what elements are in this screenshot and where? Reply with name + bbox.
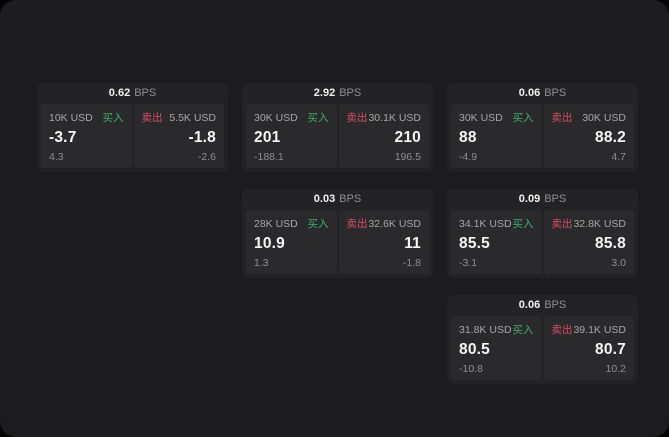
buy-price: 10.9 — [254, 235, 285, 253]
sell-badge: 卖出 — [346, 112, 368, 124]
bps-header: 2.92 BPS — [242, 83, 433, 104]
cards-grid: 0.62 BPS 10K USD 买入 -3.7 4.3 卖出 5.5K USD — [37, 83, 638, 384]
sell-panel[interactable]: 卖出 30K USD 88.2 4.7 — [543, 104, 634, 168]
buy-change: 1.3 — [254, 256, 269, 269]
buy-size-label: 31.8K USD — [459, 323, 512, 336]
sell-change: -1.8 — [402, 256, 421, 269]
sell-price: 88.2 — [595, 129, 626, 147]
sell-panel[interactable]: 卖出 32.6K USD 11 -1.8 — [338, 210, 429, 274]
buy-price: 85.5 — [459, 235, 490, 253]
sell-size-label: 39.1K USD — [573, 323, 626, 336]
sell-size-label: 32.8K USD — [573, 217, 626, 230]
quote-card[interactable]: 0.06 BPS 31.8K USD 买入 80.5 -10.8 卖出 39.1… — [447, 295, 638, 384]
sell-price: 11 — [404, 235, 421, 253]
quote-card[interactable]: 0.03 BPS 28K USD 买入 10.9 1.3 卖出 32.6K US… — [242, 189, 433, 278]
sell-panel[interactable]: 卖出 32.8K USD 85.8 3.0 — [543, 210, 634, 274]
buy-size-label: 30K USD — [459, 111, 503, 124]
quote-panels: 30K USD 买入 201 -188.1 卖出 30.1K USD 210 1… — [246, 104, 429, 168]
sell-change: 3.0 — [611, 256, 626, 269]
buy-size-label: 34.1K USD — [459, 217, 512, 230]
sell-badge: 卖出 — [551, 218, 573, 230]
quote-panels: 30K USD 买入 88 -4.9 卖出 30K USD 88.2 4.7 — [451, 104, 634, 168]
sell-price: -1.8 — [188, 129, 216, 147]
bps-value: 0.06 — [518, 299, 541, 311]
bps-unit-label: BPS — [339, 87, 362, 99]
buy-badge: 买入 — [512, 112, 534, 124]
sell-price: 80.7 — [595, 341, 626, 359]
bps-value: 0.03 — [313, 193, 336, 205]
buy-price: 80.5 — [459, 341, 490, 359]
quote-card[interactable]: 0.06 BPS 30K USD 买入 88 -4.9 卖出 30K USD — [447, 83, 638, 172]
buy-change: -10.8 — [459, 362, 483, 375]
quote-panels: 10K USD 买入 -3.7 4.3 卖出 5.5K USD -1.8 -2.… — [41, 104, 224, 168]
bps-value: 0.09 — [518, 193, 541, 205]
bps-header: 0.03 BPS — [242, 189, 433, 210]
bps-value: 2.92 — [313, 87, 336, 99]
quote-panels: 28K USD 买入 10.9 1.3 卖出 32.6K USD 11 -1.8 — [246, 210, 429, 274]
sell-badge: 卖出 — [346, 218, 368, 230]
sell-change: 4.7 — [611, 150, 626, 163]
bps-header: 0.06 BPS — [447, 295, 638, 316]
sell-price: 210 — [394, 129, 421, 147]
buy-change: -188.1 — [254, 150, 284, 163]
buy-badge: 买入 — [307, 112, 329, 124]
buy-panel[interactable]: 34.1K USD 买入 85.5 -3.1 — [451, 210, 542, 274]
sell-panel[interactable]: 卖出 30.1K USD 210 196.5 — [338, 104, 429, 168]
sell-size-label: 30.1K USD — [368, 111, 421, 124]
sell-price: 85.8 — [595, 235, 626, 253]
sell-badge: 卖出 — [551, 112, 573, 124]
bps-unit-label: BPS — [544, 87, 567, 99]
quote-card[interactable]: 0.62 BPS 10K USD 买入 -3.7 4.3 卖出 5.5K USD — [37, 83, 228, 172]
bps-header: 0.06 BPS — [447, 83, 638, 104]
sell-change: 196.5 — [394, 150, 421, 163]
buy-badge: 买入 — [102, 112, 124, 124]
buy-price: 201 — [254, 129, 281, 147]
buy-panel[interactable]: 28K USD 买入 10.9 1.3 — [246, 210, 337, 274]
buy-price: 88 — [459, 129, 477, 147]
bps-value: 0.62 — [108, 87, 131, 99]
bps-unit-label: BPS — [544, 299, 567, 311]
quote-panels: 31.8K USD 买入 80.5 -10.8 卖出 39.1K USD 80.… — [451, 316, 634, 380]
buy-panel[interactable]: 30K USD 买入 88 -4.9 — [451, 104, 542, 168]
buy-badge: 买入 — [512, 324, 534, 336]
buy-price: -3.7 — [49, 129, 77, 147]
buy-panel[interactable]: 31.8K USD 买入 80.5 -10.8 — [451, 316, 542, 380]
buy-panel[interactable]: 30K USD 买入 201 -188.1 — [246, 104, 337, 168]
sell-badge: 卖出 — [141, 112, 163, 124]
bps-header: 0.62 BPS — [37, 83, 228, 104]
buy-size-label: 30K USD — [254, 111, 298, 124]
buy-size-label: 28K USD — [254, 217, 298, 230]
quote-panels: 34.1K USD 买入 85.5 -3.1 卖出 32.8K USD 85.8… — [451, 210, 634, 274]
quote-card[interactable]: 2.92 BPS 30K USD 买入 201 -188.1 卖出 30.1K … — [242, 83, 433, 172]
sell-size-label: 5.5K USD — [169, 111, 216, 124]
buy-badge: 买入 — [512, 218, 534, 230]
buy-size-label: 10K USD — [49, 111, 93, 124]
bps-unit-label: BPS — [134, 87, 157, 99]
buy-panel[interactable]: 10K USD 买入 -3.7 4.3 — [41, 104, 132, 168]
buy-change: -3.1 — [459, 256, 478, 269]
buy-change: -4.9 — [459, 150, 478, 163]
sell-badge: 卖出 — [551, 324, 573, 336]
sell-size-label: 32.6K USD — [368, 217, 421, 230]
sell-panel[interactable]: 卖出 5.5K USD -1.8 -2.6 — [133, 104, 224, 168]
bps-unit-label: BPS — [339, 193, 362, 205]
bps-header: 0.09 BPS — [447, 189, 638, 210]
sell-change: -2.6 — [197, 150, 216, 163]
sell-size-label: 30K USD — [582, 111, 626, 124]
buy-change: 4.3 — [49, 150, 64, 163]
buy-badge: 买入 — [307, 218, 329, 230]
bps-unit-label: BPS — [544, 193, 567, 205]
sell-panel[interactable]: 卖出 39.1K USD 80.7 10.2 — [543, 316, 634, 380]
bps-value: 0.06 — [518, 87, 541, 99]
sell-change: 10.2 — [605, 362, 626, 375]
quote-card[interactable]: 0.09 BPS 34.1K USD 买入 85.5 -3.1 卖出 32.8K… — [447, 189, 638, 278]
